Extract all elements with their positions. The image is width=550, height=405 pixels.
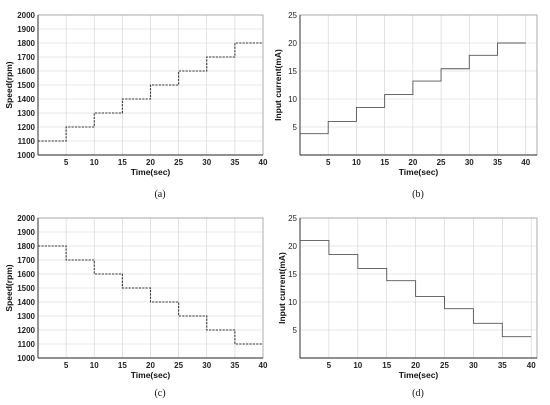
panel-caption: (b) xyxy=(412,189,424,200)
x-tick-label: 15 xyxy=(118,361,127,370)
series-line xyxy=(38,42,263,142)
x-tick-label: 5 xyxy=(64,361,69,370)
y-tick-label: 1700 xyxy=(17,53,35,62)
series-line xyxy=(300,239,532,338)
x-tick-label: 40 xyxy=(259,361,268,370)
panel-caption: (d) xyxy=(412,388,424,399)
y-tick-label: 1300 xyxy=(17,109,35,118)
series-line xyxy=(300,42,526,135)
x-tick-label: 10 xyxy=(352,158,361,167)
x-tick-label: 15 xyxy=(118,158,127,167)
y-tick-label: 1100 xyxy=(18,137,36,146)
y-tick-label: 15 xyxy=(288,67,297,76)
x-tick-label: 25 xyxy=(174,361,183,370)
x-axis-label: Time(sec) xyxy=(399,167,439,177)
x-tick-label: 20 xyxy=(408,158,417,167)
y-tick-label: 1200 xyxy=(17,123,35,132)
y-axis-label: Speed(rpm) xyxy=(4,264,14,311)
x-axis-label: Time(sec) xyxy=(399,370,439,380)
x-tick-label: 40 xyxy=(527,361,536,370)
series-line xyxy=(38,245,263,345)
y-tick-label: 1100 xyxy=(18,340,36,349)
y-tick-label: 1800 xyxy=(17,242,35,251)
x-tick-label: 20 xyxy=(411,361,420,370)
x-tick-label: 30 xyxy=(202,361,211,370)
y-tick-label: 5 xyxy=(293,326,298,335)
x-tick-label: 5 xyxy=(327,361,332,370)
x-tick-label: 40 xyxy=(521,158,530,167)
x-tick-label: 25 xyxy=(437,158,446,167)
y-tick-label: 1600 xyxy=(17,270,35,279)
x-tick-label: 35 xyxy=(230,361,239,370)
chart-panel-b: 5 10 15 20 25 5 10 15 20 25 30 35 40 Time(sec) Input c… xyxy=(273,11,538,200)
y-axis-label: Input current(mA) xyxy=(273,49,283,121)
y-tick-label: 1600 xyxy=(17,67,35,76)
y-tick-label: 1500 xyxy=(17,284,35,293)
chart-panel-a: 1000 1100 1200 1300 1400 1500 1600 1700 1800 1900… xyxy=(4,11,268,200)
x-tick-label: 35 xyxy=(498,361,507,370)
x-tick-label: 10 xyxy=(353,361,362,370)
x-tick-label: 40 xyxy=(259,158,268,167)
y-tick-label: 1900 xyxy=(17,228,35,237)
x-tick-label: 25 xyxy=(174,158,183,167)
panel-caption: (a) xyxy=(154,189,165,200)
x-axis-label: Time(sec) xyxy=(131,370,171,380)
x-tick-label: 5 xyxy=(64,158,69,167)
x-tick-label: 15 xyxy=(382,361,391,370)
x-tick-label: 35 xyxy=(230,158,239,167)
plot-frame xyxy=(299,217,538,359)
y-tick-label: 2000 xyxy=(17,214,35,223)
y-tick-label: 1400 xyxy=(17,95,35,104)
x-tick-label: 20 xyxy=(146,158,155,167)
y-tick-label: 10 xyxy=(288,298,297,307)
y-axis-label: Speed(rpm) xyxy=(4,61,14,108)
y-tick-label: 20 xyxy=(288,242,297,251)
y-tick-label: 1200 xyxy=(17,326,35,335)
chart-panel-d: 5 10 15 20 25 5 10 15 20 25 30 35 40 Time(sec) Input c… xyxy=(277,214,538,399)
plot-frame xyxy=(299,14,538,156)
y-tick-label: 5 xyxy=(293,123,298,132)
y-tick-label: 10 xyxy=(288,95,297,104)
x-tick-label: 30 xyxy=(202,158,211,167)
y-axis-label: Input current(mA) xyxy=(277,252,287,324)
x-tick-label: 35 xyxy=(493,158,502,167)
y-tick-label: 1900 xyxy=(17,25,35,34)
y-tick-label: 1000 xyxy=(17,354,35,363)
y-tick-label: 1700 xyxy=(17,256,35,265)
y-tick-label: 15 xyxy=(288,270,297,279)
y-tick-label: 20 xyxy=(288,39,297,48)
panel-caption: (c) xyxy=(154,388,165,399)
y-tick-label: 1500 xyxy=(17,81,35,90)
y-tick-label: 25 xyxy=(288,214,297,223)
y-tick-label: 1800 xyxy=(17,39,35,48)
chart-panel-c: 1000 1100 1200 1300 1400 1500 1600 1700 1800 1900… xyxy=(4,214,268,399)
x-tick-label: 10 xyxy=(90,361,99,370)
y-tick-label: 1400 xyxy=(17,298,35,307)
y-tick-label: 1300 xyxy=(17,312,35,321)
x-tick-label: 30 xyxy=(469,361,478,370)
y-tick-label: 25 xyxy=(288,11,297,20)
x-tick-label: 30 xyxy=(465,158,474,167)
y-tick-label: 2000 xyxy=(17,11,35,20)
x-tick-label: 15 xyxy=(380,158,389,167)
x-tick-label: 20 xyxy=(146,361,155,370)
x-tick-label: 5 xyxy=(326,158,331,167)
x-tick-label: 25 xyxy=(440,361,449,370)
x-tick-label: 10 xyxy=(90,158,99,167)
y-tick-label: 1000 xyxy=(17,151,35,160)
x-axis-label: Time(sec) xyxy=(131,167,171,177)
